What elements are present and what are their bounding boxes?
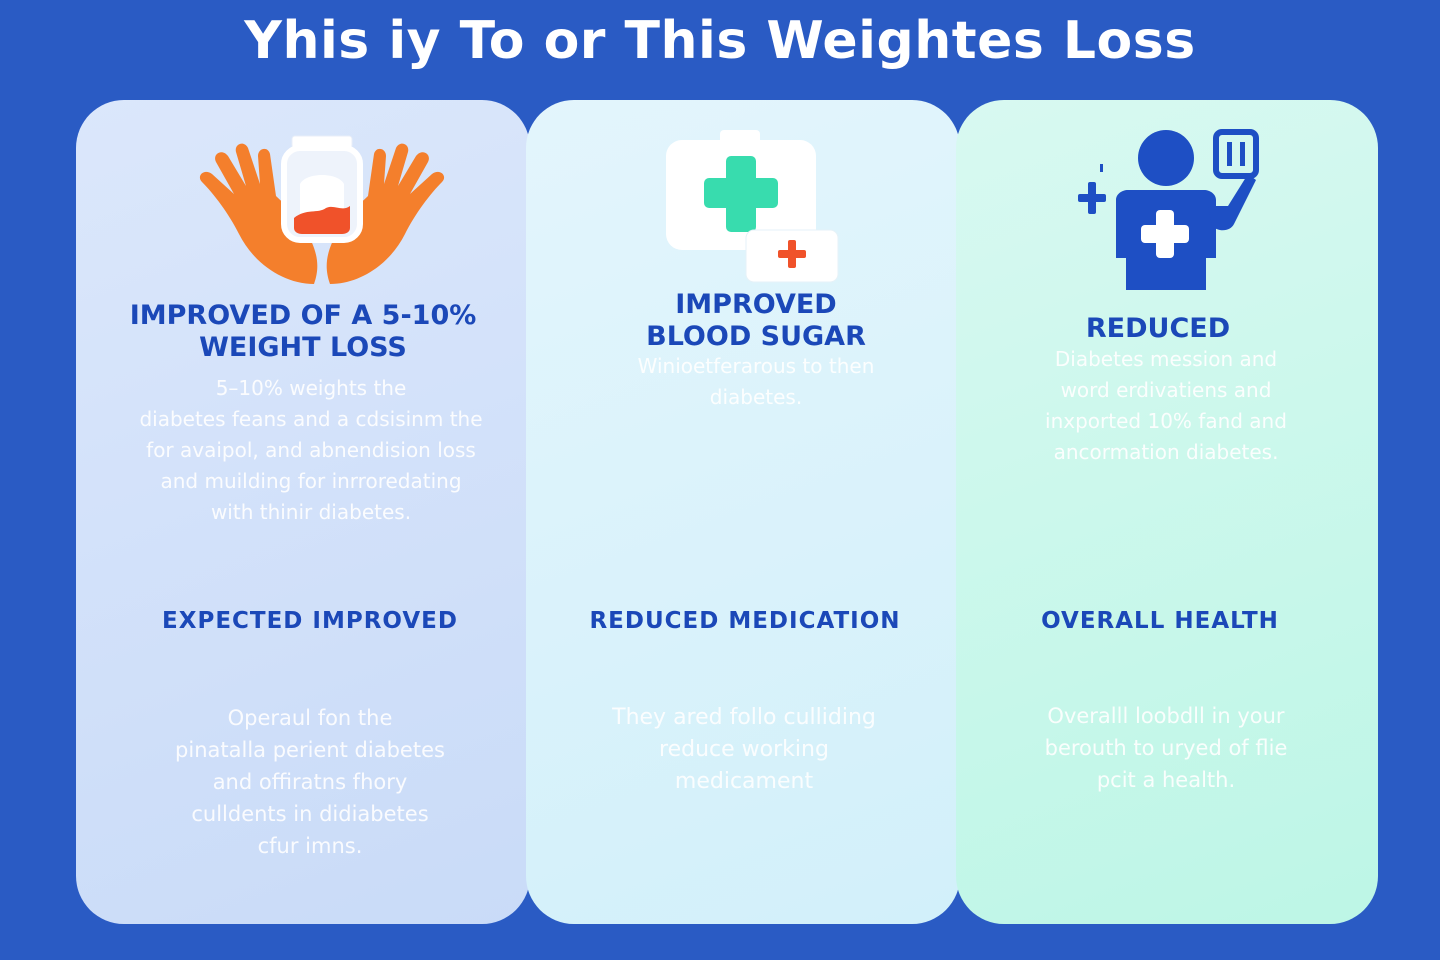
sub-heading: REDUCED MEDICATION (589, 608, 901, 634)
body-line: for avaipol, and abnendision loss (146, 438, 476, 462)
sub-heading: EXPECTED IMPROVED (162, 608, 458, 634)
panel-reduced: REDUCED Diabetes mession and word erdiva… (956, 100, 1378, 924)
body-line: ancormation diabetes. (1053, 440, 1279, 464)
sub-body-line: culldents in didiabetes (191, 802, 429, 826)
sub-heading: OVERALL HEALTH (1041, 608, 1279, 634)
sub-body: Operaul fon the pinatalla perient diabet… (76, 702, 544, 862)
sub-body: Overalll loobdll in your berouth to urye… (946, 700, 1386, 796)
hands-holding-jar-icon (199, 135, 445, 284)
panel-body: Winioetferarous to then diabetes. (506, 351, 1006, 413)
sub-body: They ared follo culliding reduce working… (506, 702, 982, 798)
heading-line: IMPROVED (675, 289, 837, 320)
body-line: with thinir diabetes. (210, 500, 412, 524)
heading-line: IMPROVED OF A 5-10% (129, 300, 477, 331)
heading-line: REDUCED (1085, 313, 1231, 344)
sub-body-line: pinatalla perient diabetes (175, 738, 445, 762)
panel-blood-sugar: IMPROVED BLOOD SUGAR Winioetferarous to … (526, 100, 960, 924)
body-line: and muilding for inrroredating (160, 469, 462, 493)
heading-line: WEIGHT LOSS (199, 332, 407, 363)
panel-body: Diabetes mession and word erdivatiens an… (946, 344, 1386, 468)
body-line: diabetes. (709, 385, 803, 409)
panel-weight-loss: IMPROVED OF A 5-10% WEIGHT LOSS 5–10% we… (76, 100, 530, 924)
panel-heading: REDUCED (866, 313, 1440, 345)
panel-heading: IMPROVED OF A 5-10% WEIGHT LOSS (76, 300, 530, 364)
body-line: Winioetferarous to then (637, 354, 875, 378)
sub-body-line: Overalll loobdll in your (1047, 704, 1285, 728)
body-line: Diabetes mession and (1054, 347, 1278, 371)
sub-body-line: They ared follo culliding (612, 705, 876, 730)
sub-body-line: cfur imns. (257, 834, 363, 858)
sub-body-line: Operaul fon the (227, 706, 393, 730)
person-with-medical-cross-icon (1078, 129, 1259, 290)
body-line: 5–10% weights the (215, 376, 407, 400)
page-title: Yhis iy To or This Weightes Loss (244, 11, 1196, 71)
body-line: word erdivatiens and (1060, 378, 1272, 402)
sub-body-line: medicament (674, 769, 814, 794)
sub-body-line: reduce working (659, 737, 829, 762)
benefit-panels: IMPROVED OF A 5-10% WEIGHT LOSS 5–10% we… (76, 100, 1378, 924)
body-line: inxported 10% fand and (1045, 409, 1287, 433)
sub-body-line: pcit a health. (1096, 768, 1236, 792)
heading-line: BLOOD SUGAR (646, 321, 866, 352)
medical-kit-icon (666, 130, 839, 283)
sub-body-line: and offiratns fhory (212, 770, 408, 794)
panel-body: 5–10% weights the diabetes feans and a c… (76, 373, 546, 528)
panel-heading: IMPROVED BLOOD SUGAR (506, 289, 1006, 353)
sub-body-line: berouth to uryed of flie (1044, 736, 1288, 760)
body-line: diabetes feans and a cdsisinm the (139, 407, 483, 431)
